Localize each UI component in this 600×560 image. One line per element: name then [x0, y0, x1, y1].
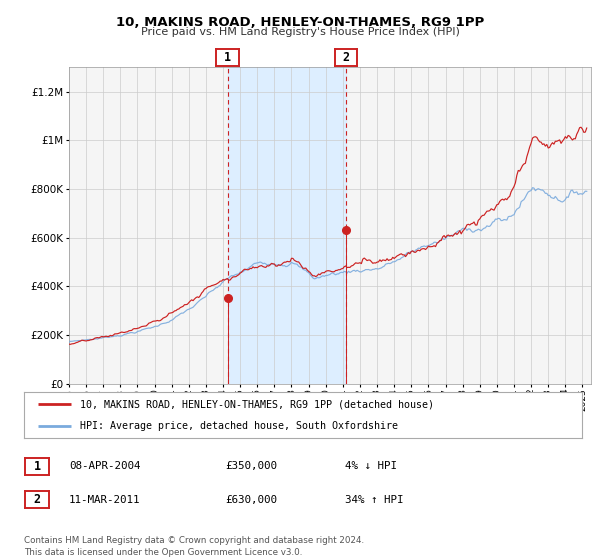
- Text: 4% ↓ HPI: 4% ↓ HPI: [345, 461, 397, 472]
- Text: HPI: Average price, detached house, South Oxfordshire: HPI: Average price, detached house, Sout…: [80, 421, 398, 431]
- Bar: [227, 67, 346, 384]
- Text: 10, MAKINS ROAD, HENLEY-ON-THAMES, RG9 1PP: 10, MAKINS ROAD, HENLEY-ON-THAMES, RG9 1…: [116, 16, 484, 29]
- Text: 2: 2: [34, 493, 41, 506]
- Text: 10, MAKINS ROAD, HENLEY-ON-THAMES, RG9 1PP (detached house): 10, MAKINS ROAD, HENLEY-ON-THAMES, RG9 1…: [80, 399, 434, 409]
- Text: Price paid vs. HM Land Registry's House Price Index (HPI): Price paid vs. HM Land Registry's House …: [140, 27, 460, 37]
- Text: 1: 1: [224, 50, 231, 64]
- Text: £630,000: £630,000: [225, 494, 277, 505]
- Text: 2: 2: [343, 50, 350, 64]
- Text: £350,000: £350,000: [225, 461, 277, 472]
- Text: 34% ↑ HPI: 34% ↑ HPI: [345, 494, 404, 505]
- Text: 1: 1: [34, 460, 41, 473]
- Text: 08-APR-2004: 08-APR-2004: [69, 461, 140, 472]
- Text: Contains HM Land Registry data © Crown copyright and database right 2024.
This d: Contains HM Land Registry data © Crown c…: [24, 536, 364, 557]
- Text: 11-MAR-2011: 11-MAR-2011: [69, 494, 140, 505]
